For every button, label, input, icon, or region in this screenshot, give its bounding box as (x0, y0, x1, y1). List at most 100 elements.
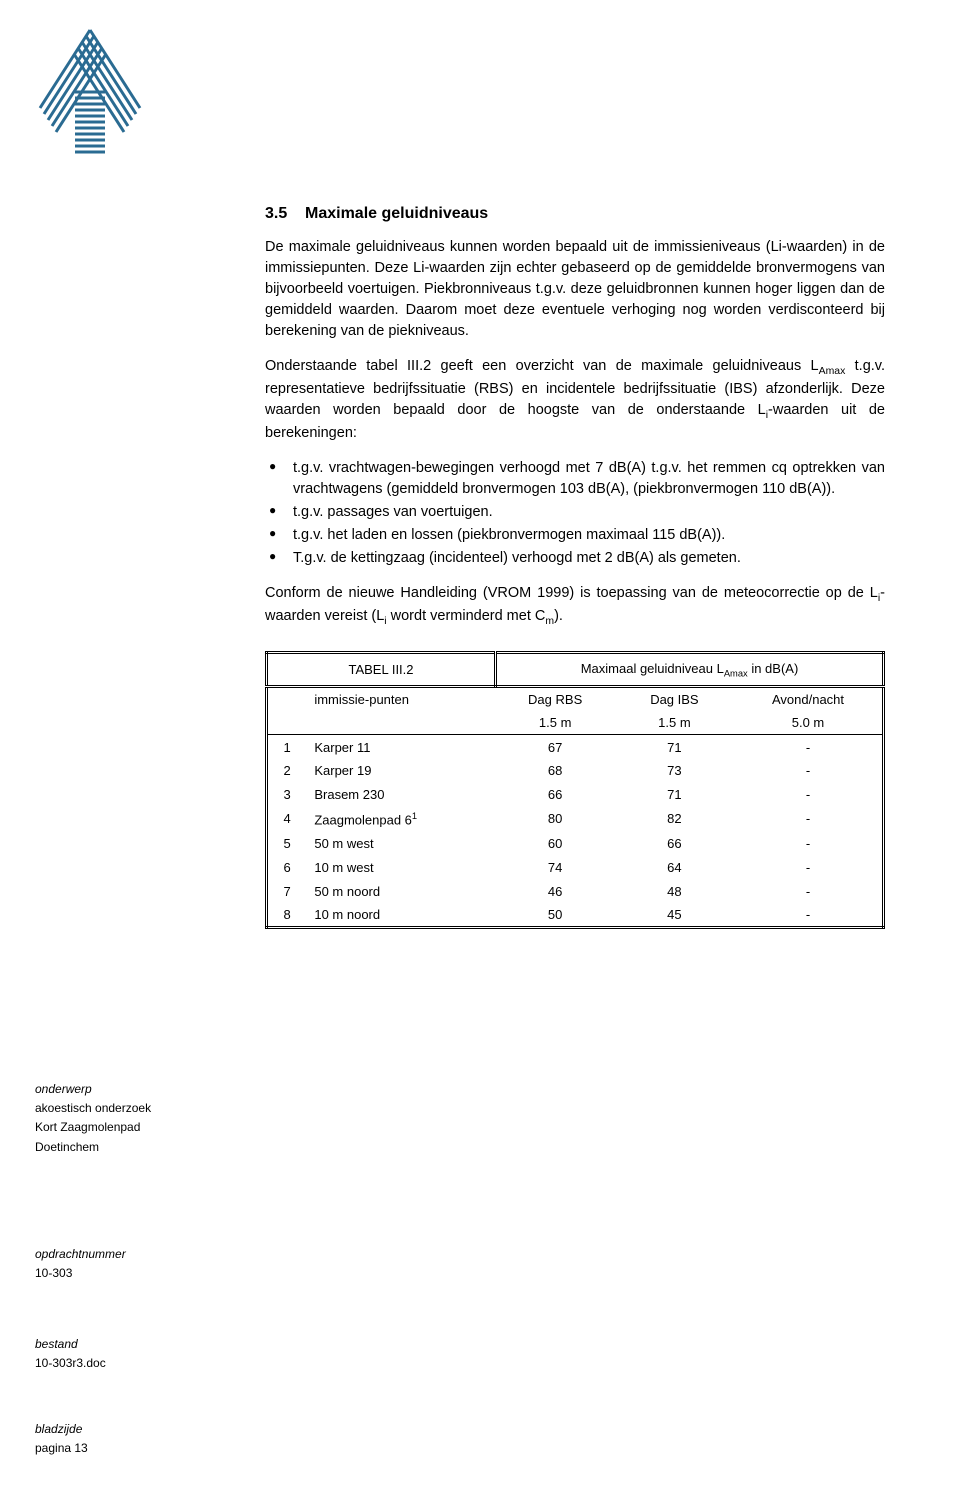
onderwerp-line3: Doetinchem (35, 1138, 235, 1157)
sub-amax: Amax (819, 366, 846, 377)
row-name: Karper 19 (306, 759, 495, 783)
bullet-text: t.g.v. passages van voertuigen. (293, 504, 493, 520)
sound-level-table: TABEL III.2 Maximaal geluidniveau LAmax … (265, 651, 885, 929)
table-row: 1Karper 116771- (267, 735, 884, 759)
paragraph-3: Conform de nieuwe Handleiding (VROM 1999… (265, 583, 885, 629)
bladzijde-val: pagina 13 (35, 1439, 235, 1458)
bestand-val: 10-303r3.doc (35, 1354, 235, 1373)
row-num: 4 (267, 807, 307, 831)
opdracht-label: opdrachtnummer (35, 1245, 235, 1264)
row-rbs: 80 (496, 807, 615, 831)
row-rbs: 74 (496, 855, 615, 879)
row-name: Brasem 230 (306, 783, 495, 807)
onderwerp-label: onderwerp (35, 1080, 235, 1099)
table-title-left: TABEL III.2 (267, 653, 496, 687)
paragraph-1: De maximale geluidniveaus kunnen worden … (265, 237, 885, 342)
bullet-text: T.g.v. de kettingzaag (incidenteel) verh… (293, 550, 741, 566)
table-subheader-row: immissie-punten Dag RBS Dag IBS Avond/na… (267, 687, 884, 712)
bullet-text: t.g.v. vrachtwagen-bewegingen verhoogd m… (293, 460, 885, 497)
row-avond: - (734, 831, 883, 855)
company-logo (30, 22, 150, 167)
opdracht-val: 10-303 (35, 1264, 235, 1283)
row-ibs: 71 (615, 783, 734, 807)
row-avond: - (734, 783, 883, 807)
row-rbs: 68 (496, 759, 615, 783)
table-header-row: TABEL III.2 Maximaal geluidniveau LAmax … (267, 653, 884, 687)
section-number: 3.5 (265, 205, 305, 223)
section-heading: 3.5Maximale geluidniveaus (265, 205, 885, 223)
hdr-sub-amax: Amax (724, 669, 748, 679)
table-row: 2Karper 196873- (267, 759, 884, 783)
table-meter-row: 1.5 m 1.5 m 5.0 m (267, 711, 884, 735)
col-empty (267, 687, 307, 712)
row-ibs: 71 (615, 735, 734, 759)
col-immissie: immissie-punten (306, 687, 495, 712)
p3-c: wordt verminderd met C (387, 608, 546, 624)
m-ibs: 1.5 m (615, 711, 734, 735)
row-footnote: 1 (412, 811, 417, 821)
table-row: 4Zaagmolenpad 618082- (267, 807, 884, 831)
col-dag-rbs: Dag RBS (496, 687, 615, 712)
row-ibs: 48 (615, 879, 734, 903)
row-name: Karper 11 (306, 735, 495, 759)
p3-a: Conform de nieuwe Handleiding (VROM 1999… (265, 585, 878, 601)
col-dag-ibs: Dag IBS (615, 687, 734, 712)
bullet-list: t.g.v. vrachtwagen-bewegingen verhoogd m… (265, 458, 885, 569)
row-avond: - (734, 759, 883, 783)
meta-bestand: bestand 10-303r3.doc (35, 1335, 235, 1373)
table-container: TABEL III.2 Maximaal geluidniveau LAmax … (265, 651, 885, 929)
bestand-label: bestand (35, 1335, 235, 1354)
row-ibs: 82 (615, 807, 734, 831)
row-avond: - (734, 855, 883, 879)
row-ibs: 64 (615, 855, 734, 879)
row-num: 5 (267, 831, 307, 855)
row-rbs: 66 (496, 783, 615, 807)
table-row: 550 m west6066- (267, 831, 884, 855)
meta-onderwerp: onderwerp akoestisch onderzoek Kort Zaag… (35, 1080, 235, 1157)
m-rbs: 1.5 m (496, 711, 615, 735)
m-empty2 (306, 711, 495, 735)
row-ibs: 66 (615, 831, 734, 855)
row-rbs: 67 (496, 735, 615, 759)
bladzijde-label: bladzijde (35, 1420, 235, 1439)
col-avond-nacht: Avond/nacht (734, 687, 883, 712)
m-empty (267, 711, 307, 735)
table-row: 810 m noord5045- (267, 903, 884, 928)
row-rbs: 50 (496, 903, 615, 928)
row-name: 10 m noord (306, 903, 495, 928)
table-row: 750 m noord4648- (267, 879, 884, 903)
p3-d: ). (554, 608, 563, 624)
row-rbs: 60 (496, 831, 615, 855)
meta-bladzijde: bladzijde pagina 13 (35, 1420, 235, 1458)
hdr-right-b: in dB(A) (748, 661, 799, 676)
paragraph-2: Onderstaande tabel III.2 geeft een overz… (265, 356, 885, 444)
row-num: 1 (267, 735, 307, 759)
table-body: 1Karper 116771-2Karper 196873-3Brasem 23… (267, 735, 884, 928)
row-num: 2 (267, 759, 307, 783)
section-title-text: Maximale geluidniveaus (305, 205, 488, 222)
row-num: 3 (267, 783, 307, 807)
p2-a: Onderstaande tabel III.2 geeft een overz… (265, 358, 819, 374)
bullet-item: T.g.v. de kettingzaag (incidenteel) verh… (265, 548, 885, 569)
main-content: 3.5Maximale geluidniveaus De maximale ge… (265, 205, 885, 929)
table-title-right: Maximaal geluidniveau LAmax in dB(A) (496, 653, 884, 687)
m-avond: 5.0 m (734, 711, 883, 735)
bullet-text: t.g.v. het laden en lossen (piekbronverm… (293, 527, 725, 543)
row-avond: - (734, 807, 883, 831)
row-avond: - (734, 879, 883, 903)
meta-opdrachtnummer: opdrachtnummer 10-303 (35, 1245, 235, 1283)
table-row: 3Brasem 2306671- (267, 783, 884, 807)
bullet-item: t.g.v. het laden en lossen (piekbronverm… (265, 525, 885, 546)
hdr-right-a: Maximaal geluidniveau L (581, 661, 724, 676)
sub-m: m (545, 616, 554, 627)
table-row: 610 m west7464- (267, 855, 884, 879)
row-ibs: 73 (615, 759, 734, 783)
bullet-item: t.g.v. passages van voertuigen. (265, 502, 885, 523)
row-ibs: 45 (615, 903, 734, 928)
row-name: 50 m west (306, 831, 495, 855)
row-avond: - (734, 903, 883, 928)
onderwerp-line2: Kort Zaagmolenpad (35, 1118, 235, 1137)
bullet-item: t.g.v. vrachtwagen-bewegingen verhoogd m… (265, 458, 885, 500)
row-avond: - (734, 735, 883, 759)
row-name: Zaagmolenpad 61 (306, 807, 495, 831)
